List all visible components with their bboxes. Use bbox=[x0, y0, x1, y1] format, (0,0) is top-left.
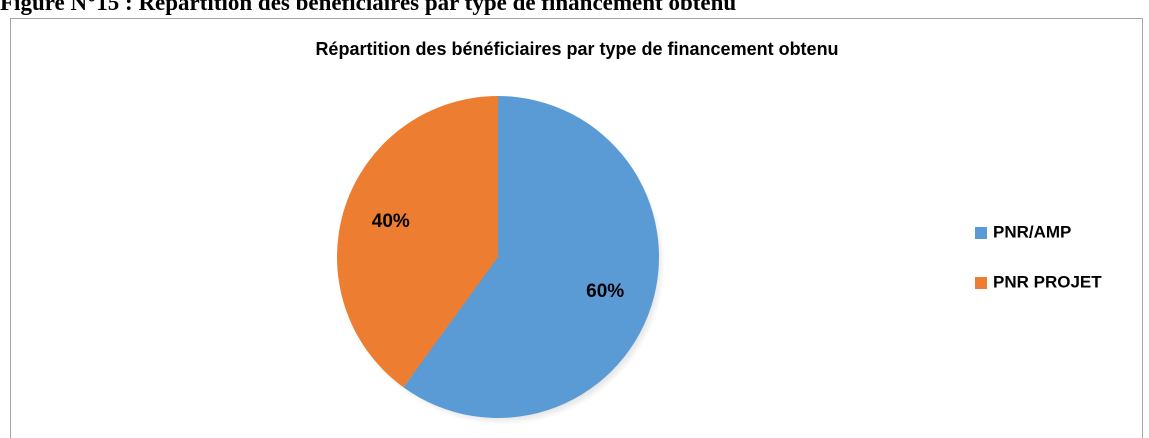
legend-swatch bbox=[975, 277, 987, 289]
figure-caption: Figure N°15 : Répartition des bénéficiai… bbox=[0, 0, 736, 15]
data-label: 60% bbox=[586, 281, 624, 302]
data-label: 40% bbox=[372, 211, 410, 232]
pie-slice bbox=[337, 96, 498, 388]
legend-label: PNR PROJET bbox=[993, 272, 1102, 291]
legend-label: PNR/AMP bbox=[993, 222, 1071, 241]
legend-swatch bbox=[975, 227, 987, 239]
chart-title: Répartition des bénéficiaires par type d… bbox=[315, 39, 838, 59]
pie-slice bbox=[403, 96, 659, 418]
